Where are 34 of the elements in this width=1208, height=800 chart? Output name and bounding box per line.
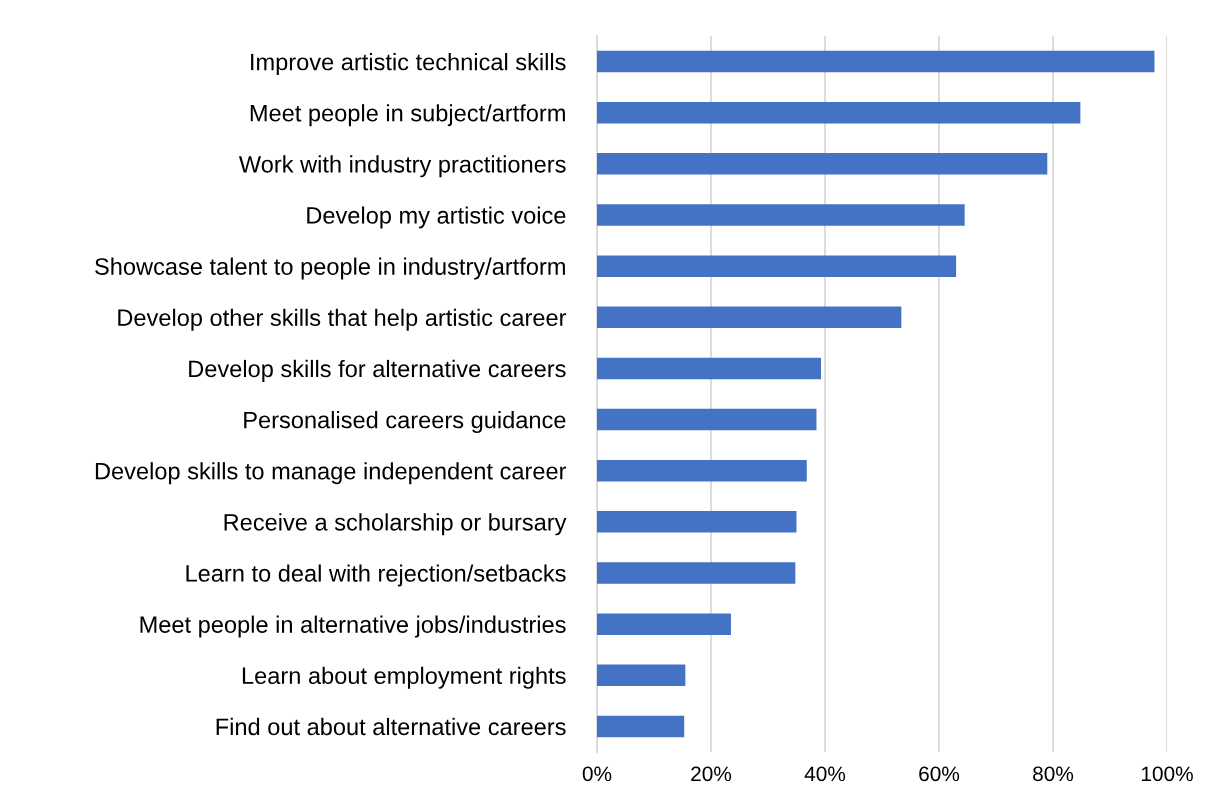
bar <box>597 664 686 687</box>
x-tick-label: 0% <box>582 766 612 782</box>
y-tick-label: Meet people in alternative jobs/industries <box>140 615 566 638</box>
bar <box>597 101 1081 124</box>
bar <box>597 562 796 584</box>
bar <box>597 613 731 635</box>
y-tick-label: Develop other skills that help artistic career <box>118 308 567 331</box>
bar <box>597 153 1048 175</box>
bar <box>597 204 965 226</box>
bar <box>597 50 1155 73</box>
y-tick-label: Find out about alternative careers <box>216 717 566 736</box>
y-tick-label: Learn about employment rights <box>242 666 566 689</box>
y-tick-label: Meet people in subject/artform <box>250 104 565 127</box>
x-tick-label: 100% <box>1141 766 1193 782</box>
bar <box>597 306 902 329</box>
bar <box>597 459 807 482</box>
y-tick-label: Showcase talent to people in industry/artform <box>95 257 565 280</box>
x-tick-label: 40% <box>804 766 846 782</box>
bar <box>597 511 797 533</box>
y-tick-label: Learn to deal with rejection/setbacks <box>186 564 566 587</box>
bar <box>597 255 957 277</box>
y-tick-label: Receive a scholarship or bursary <box>224 513 567 536</box>
bar <box>597 408 817 431</box>
y-tick-label: Develop skills to manage independent career <box>95 462 567 485</box>
x-tick-label: 80% <box>1033 766 1074 782</box>
bar <box>597 715 685 738</box>
y-tick-label: Personalised careers guidance <box>244 411 566 434</box>
bar <box>597 357 822 380</box>
y-tick-label: Work with industry practitioners <box>238 155 566 178</box>
y-tick-label: Develop my artistic voice <box>307 206 566 229</box>
x-tick-label: 60% <box>919 766 960 782</box>
x-tick-label: 20% <box>691 766 732 782</box>
y-tick-label: Improve artistic technical skills <box>251 53 566 76</box>
y-tick-label: Develop skills for alternative careers <box>189 359 566 382</box>
